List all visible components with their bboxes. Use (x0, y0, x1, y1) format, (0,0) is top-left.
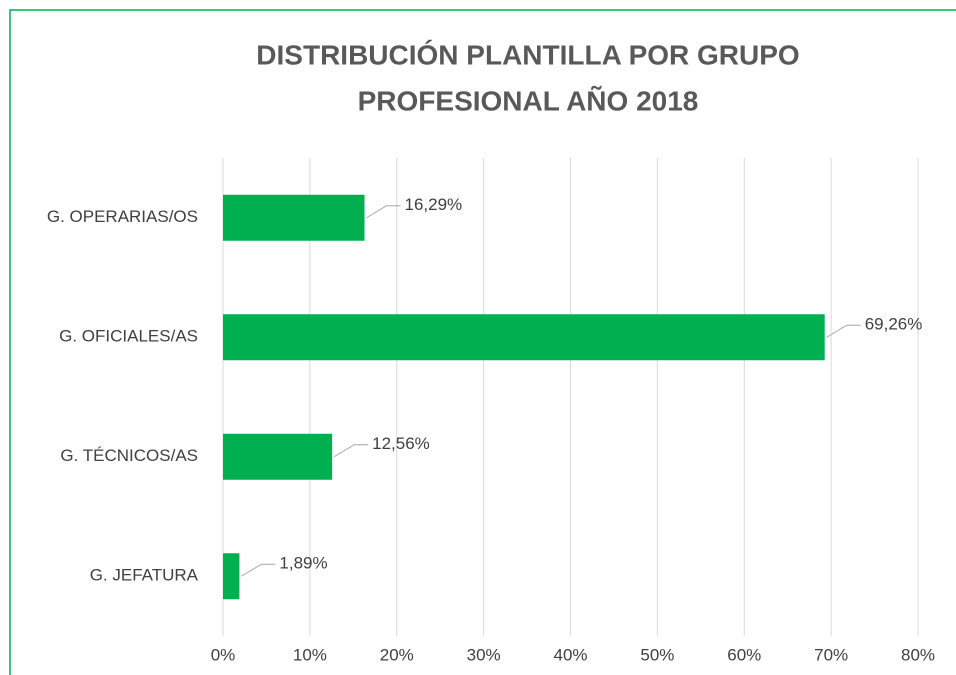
x-tick-label: 60% (727, 645, 761, 664)
y-tick-label: G. JEFATURA (90, 566, 199, 585)
data-label: 69,26% (865, 315, 923, 334)
leader-line (366, 205, 401, 219)
x-tick-label: 40% (553, 645, 587, 664)
data-label: 12,56% (372, 434, 430, 453)
x-tick-label: 0% (211, 645, 236, 664)
bar (223, 553, 240, 600)
x-tick-label: 70% (814, 645, 848, 664)
bar (223, 194, 365, 241)
bar (223, 314, 825, 361)
y-tick-label: G. OFICIALES/AS (59, 327, 198, 346)
chart-title: DISTRIBUCIÓN PLANTILLA POR GRUPO (256, 39, 799, 70)
bar (223, 433, 333, 480)
x-tick-label: 50% (640, 645, 674, 664)
leader-line (241, 563, 276, 577)
data-label: 16,29% (405, 195, 463, 214)
chart-title: PROFESIONAL AÑO 2018 (358, 85, 699, 116)
y-tick-label: G. TÉCNICOS/AS (60, 446, 198, 465)
data-label: 1,89% (279, 554, 327, 573)
x-tick-label: 10% (293, 645, 327, 664)
y-tick-label: G. OPERARIAS/OS (47, 207, 198, 226)
leader-line (333, 444, 369, 458)
x-tick-label: 20% (380, 645, 414, 664)
x-tick-label: 80% (901, 645, 935, 664)
leader-line (826, 324, 861, 338)
x-tick-label: 30% (467, 645, 501, 664)
